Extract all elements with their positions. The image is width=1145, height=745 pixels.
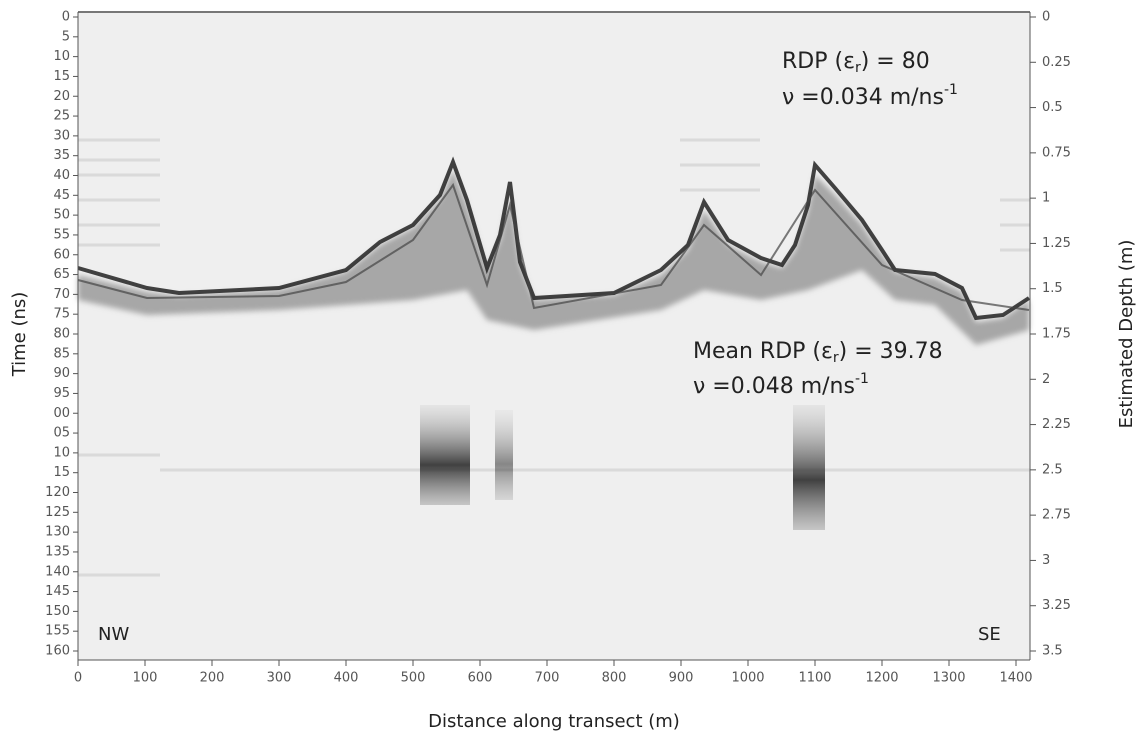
y2-tick-label: 0.25 [1042, 55, 1071, 70]
y-tick-label: 25 [53, 109, 70, 124]
y2-tick-label: 1.25 [1042, 236, 1071, 251]
y-tick-label: 70 [53, 287, 70, 302]
x-tick-label: 1400 [999, 671, 1032, 686]
x-tick-label: 1300 [932, 671, 965, 686]
y2-tick-label: 0.5 [1042, 100, 1063, 115]
y2-tick-label: 2.75 [1042, 508, 1071, 523]
x-tick-label: 400 [334, 671, 359, 686]
annotation: RDP (εr) = 80 [782, 49, 930, 76]
y-tick-label: 160 [45, 644, 70, 659]
y-tick-label: 15 [53, 69, 70, 84]
y-tick-label: 20 [53, 89, 70, 104]
y-tick-label: 130 [45, 525, 70, 540]
annotation: ν =0.048 m/ns-1 [693, 371, 869, 399]
y-axis-label: Time (ns) [9, 292, 30, 378]
y-tick-label: 00 [53, 406, 70, 421]
y-tick-label: 50 [53, 208, 70, 223]
annotation-part: r [855, 60, 861, 76]
x-tick-label: 900 [669, 671, 694, 686]
y2-tick-label: 1.5 [1042, 281, 1063, 296]
y2-tick-label: 3.5 [1042, 644, 1063, 659]
y-tick-label: 30 [53, 128, 70, 143]
y-tick-label: 150 [45, 604, 70, 619]
annotation-part: -1 [855, 371, 869, 387]
y-tick-label: 135 [45, 544, 70, 559]
annotation: Mean RDP (εr) = 39.78 [693, 339, 943, 366]
y-tick-label: 125 [45, 505, 70, 520]
y-tick-label: 55 [53, 227, 70, 242]
x-tick-label: 1000 [731, 671, 764, 686]
y-tick-label: 40 [53, 168, 70, 183]
y-tick-label: 140 [45, 564, 70, 579]
annotation-part: ) = 80 [861, 49, 930, 74]
x-tick-label: 0 [74, 671, 82, 686]
annotation-part: Mean RDP (ε [693, 339, 833, 364]
y2-tick-label: 1.75 [1042, 327, 1071, 342]
y2-tick-label: 2.5 [1042, 462, 1063, 477]
x-tick-label: 500 [401, 671, 426, 686]
x-axis-label: Distance along transect (m) [428, 711, 680, 732]
x-tick-label: 1200 [865, 671, 898, 686]
y2-tick-label: 0 [1042, 10, 1050, 25]
direction-label: SE [978, 624, 1001, 645]
annotation-part: ν =0.034 m/ns [782, 85, 944, 110]
x-tick-label: 700 [535, 671, 560, 686]
y-tick-label: 95 [53, 386, 70, 401]
y-tick-label: 85 [53, 346, 70, 361]
y-tick-label: 120 [45, 485, 70, 500]
y-tick-label: 145 [45, 584, 70, 599]
x-tick-label: 300 [267, 671, 292, 686]
y-tick-label: 90 [53, 366, 70, 381]
annotation-part: -1 [944, 82, 958, 98]
x-tick-label: 200 [200, 671, 225, 686]
y2-tick-label: 3.25 [1042, 598, 1071, 613]
y-tick-label: 75 [53, 307, 70, 322]
direction-label: NW [98, 624, 129, 645]
y2-tick-label: 3 [1042, 553, 1050, 568]
y2-tick-label: 2.25 [1042, 417, 1071, 432]
annotation-part: ) = 39.78 [839, 339, 943, 364]
y2-tick-label: 2 [1042, 372, 1050, 387]
annotation-part: RDP (ε [782, 49, 855, 74]
y-tick-label: 0 [62, 10, 70, 25]
y-tick-label: 80 [53, 327, 70, 342]
x-tick-label: 1100 [798, 671, 831, 686]
y-tick-label: 45 [53, 188, 70, 203]
y-tick-label: 15 [53, 465, 70, 480]
y-tick-label: 5 [62, 29, 70, 44]
y2-axis-label: Estimated Depth (m) [1116, 240, 1137, 429]
x-tick-label: 600 [468, 671, 493, 686]
annotation-part: ν =0.048 m/ns [693, 374, 855, 399]
y-tick-label: 60 [53, 247, 70, 262]
y-tick-label: 05 [53, 426, 70, 441]
y-tick-label: 35 [53, 148, 70, 163]
annotation-part: r [833, 350, 839, 366]
y-tick-label: 155 [45, 624, 70, 639]
y2-tick-label: 0.75 [1042, 145, 1071, 160]
radargram-image [77, 11, 1031, 660]
y-tick-label: 65 [53, 267, 70, 282]
annotation: ν =0.034 m/ns-1 [782, 82, 958, 110]
y-tick-label: 10 [53, 49, 70, 64]
y-tick-label: 10 [53, 445, 70, 460]
x-tick-label: 800 [602, 671, 627, 686]
x-tick-label: 100 [133, 671, 158, 686]
y2-tick-label: 1 [1042, 191, 1050, 206]
